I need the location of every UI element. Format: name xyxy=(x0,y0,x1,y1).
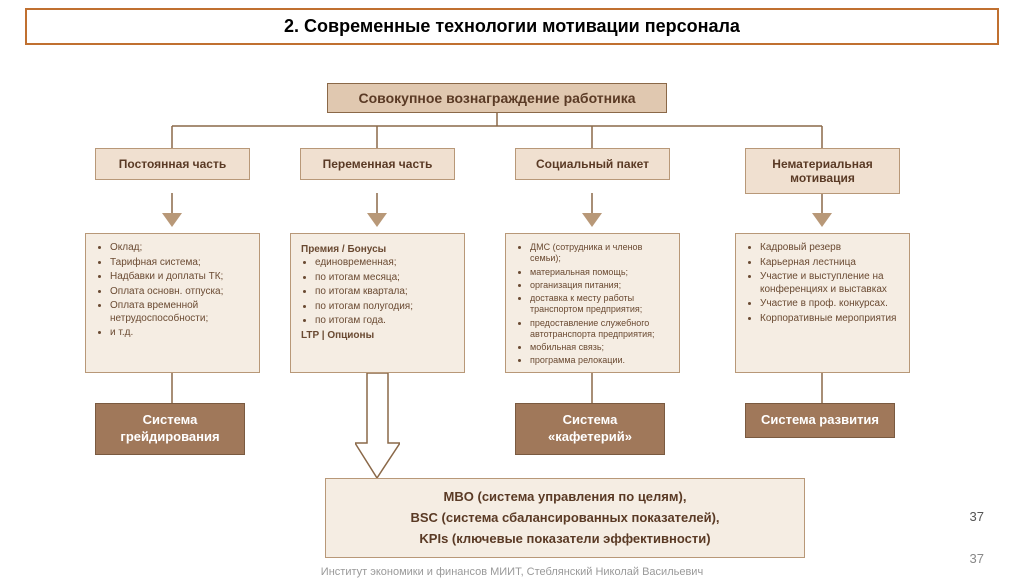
list-item: по итогам месяца; xyxy=(315,272,454,285)
list-item: Кадровый резерв xyxy=(760,242,899,255)
list-item: предоставление служебного автотранспорта… xyxy=(530,318,669,341)
detail-constant: Оклад; Тарифная система;Надбавки и доплат… xyxy=(85,233,260,373)
bottom-systems: MBO (система управления по целям), BSC (… xyxy=(325,478,805,558)
list-item: доставка к месту работы транспортом пред… xyxy=(530,293,669,316)
list-item: Тарифная система; xyxy=(110,257,249,270)
cat-variable: Переменная часть xyxy=(300,148,455,180)
arrow-icon xyxy=(367,213,387,227)
cat-social: Социальный пакет xyxy=(515,148,670,180)
list-item: и т.д. xyxy=(110,327,249,340)
list-item: Карьерная лестница xyxy=(760,257,899,270)
page-number-small: 37 xyxy=(970,551,984,566)
list-item: Надбавки и доплаты ТК; xyxy=(110,271,249,284)
cat-constant: Постоянная часть xyxy=(95,148,250,180)
list-item: единовременная; xyxy=(315,257,454,270)
list-item: ДМС (сотрудника и членов семьи); xyxy=(530,242,669,265)
list-item: по итогам года. xyxy=(315,315,454,328)
list-item: Участие и выступление на конференциях и … xyxy=(760,271,899,296)
detail-variable: Премия / Бонусы единовременная;по итогам… xyxy=(290,233,465,373)
detail-social: ДМС (сотрудника и членов семьи); материал… xyxy=(505,233,680,373)
detail-nonmaterial: Кадровый резервКарьерная лестницаУчастие… xyxy=(735,233,910,373)
list-item: по итогам квартала; xyxy=(315,286,454,299)
page-number: 37 xyxy=(970,509,984,524)
root-node: Совокупное вознаграждение работника xyxy=(327,83,667,113)
list-item: по итогам полугодия; xyxy=(315,301,454,314)
list-item: Оплата основн. отпуска; xyxy=(110,286,249,299)
cat-nonmaterial: Нематериальная мотивация xyxy=(745,148,900,194)
list-item: Участие в проф. конкурсах. xyxy=(760,298,899,311)
author-footer: Институт экономики и финансов МИИТ, Стеб… xyxy=(0,566,1024,578)
big-arrow-icon xyxy=(355,373,400,478)
arrow-icon xyxy=(162,213,182,227)
list-item: мобильная связь; xyxy=(530,342,669,353)
list-item: Оклад; xyxy=(110,242,249,255)
sys-cafeteria: Система «кафетерий» xyxy=(515,403,665,455)
list-item: организация питания; xyxy=(530,280,669,291)
list-item: материальная помощь; xyxy=(530,267,669,278)
sys-development: Система развития xyxy=(745,403,895,438)
sys-grading: Система грейдирования xyxy=(95,403,245,455)
list-item: программа релокации. xyxy=(530,355,669,366)
list-item: Оплата временной нетрудоспособности; xyxy=(110,300,249,325)
slide-title: 2. Современные технологии мотивации перс… xyxy=(25,8,999,45)
list-item: Корпоративные мероприятия xyxy=(760,313,899,326)
arrow-icon xyxy=(812,213,832,227)
arrow-icon xyxy=(582,213,602,227)
